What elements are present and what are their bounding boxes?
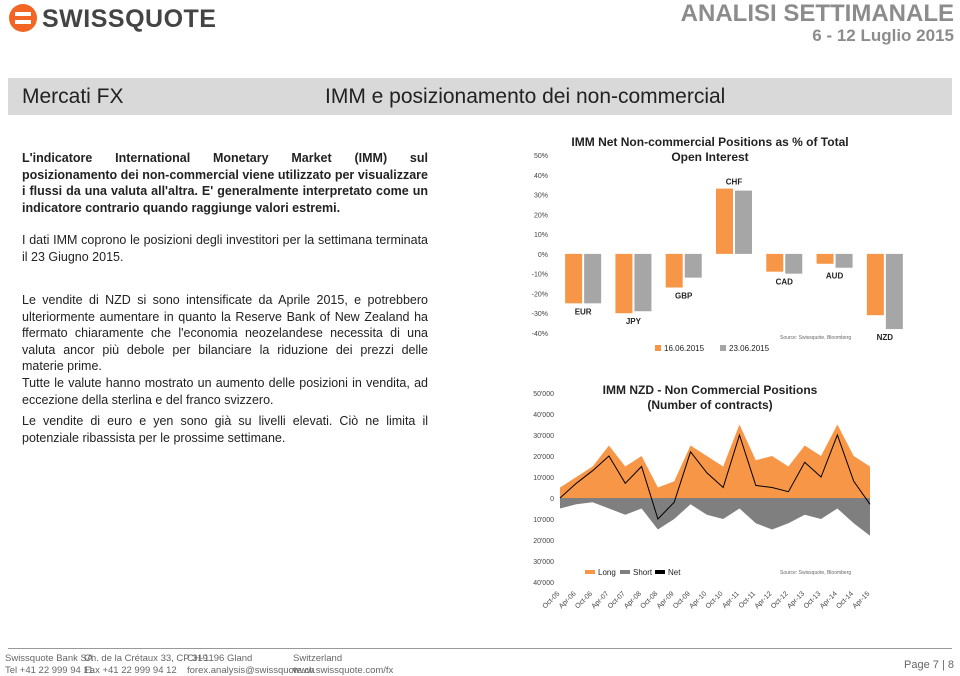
section-left: Mercati FX bbox=[22, 85, 124, 108]
bar bbox=[634, 253, 652, 312]
footer-text: Switzerland bbox=[293, 653, 343, 664]
footer-text: Tel +41 22 999 94 11 bbox=[5, 665, 94, 676]
legend-swatch bbox=[620, 570, 630, 574]
footer-text: CH-1196 Gland bbox=[187, 653, 253, 664]
y-tick-label: 20'000 bbox=[533, 454, 554, 461]
footer-text: Swissquote Bank SA bbox=[5, 653, 94, 664]
header-title: ANALISI SETTIMANALE bbox=[680, 0, 954, 27]
y-tick-label: 10% bbox=[534, 232, 548, 239]
paragraph: Le vendite di euro e yen sono già su liv… bbox=[22, 414, 428, 445]
legend-label: 16.06.2015 bbox=[664, 344, 705, 353]
legend-label: Long bbox=[598, 568, 616, 577]
y-tick-label: 50% bbox=[534, 153, 548, 160]
footer-col: Ch. de la Crétaux 33, CP 319 Fax +41 22 9… bbox=[84, 653, 208, 676]
footer-col: CH-1196 Gland forex.analysis@swissquote.c… bbox=[187, 653, 314, 676]
bar bbox=[615, 253, 633, 314]
bar bbox=[716, 188, 733, 254]
y-tick-label: 20% bbox=[534, 212, 548, 219]
bar bbox=[816, 253, 834, 264]
y-tick-label: 50'000 bbox=[533, 391, 554, 398]
y-tick-label: -40% bbox=[532, 331, 548, 338]
area bbox=[560, 498, 870, 536]
bar bbox=[584, 253, 602, 304]
paragraph: Le vendite di NZD si sono intensificate … bbox=[22, 293, 428, 373]
logo-text: SWISSQUOTE bbox=[42, 5, 217, 33]
paragraph: L'indicatore International Monetary Mark… bbox=[22, 151, 428, 215]
footer-text: Ch. de la Crétaux 33, CP 319 bbox=[84, 653, 208, 664]
category-label: NZD bbox=[877, 333, 894, 342]
y-tick-label: -20% bbox=[532, 291, 548, 298]
bar bbox=[835, 253, 853, 268]
source: Source: Swissquote, Bloomberg bbox=[780, 335, 851, 341]
bar bbox=[735, 190, 752, 254]
category-label: EUR bbox=[575, 307, 592, 316]
y-tick-label: 40% bbox=[534, 173, 548, 180]
section-bar bbox=[8, 78, 952, 115]
paragraph: I dati IMM coprono le posizioni degli in… bbox=[22, 233, 428, 264]
chart-title: IMM NZD - Non Commercial Positions bbox=[602, 383, 818, 397]
chart: -40% -30% -20% -10% 0% 10% 20% 30% 40% 50% EUR JPY G… bbox=[532, 153, 903, 353]
footer-text: forex.analysis@swissquote.ch bbox=[187, 665, 315, 676]
legend-swatch bbox=[655, 570, 665, 574]
footer-col: Switzerland www.swissquote.com/fx bbox=[293, 653, 393, 676]
footer-text: www.swissquote.com/fx bbox=[293, 665, 394, 676]
category-label: AUD bbox=[826, 272, 844, 281]
legend-label: Short bbox=[633, 568, 653, 577]
line bbox=[559, 433, 871, 520]
x-tick-label: Oct-10 bbox=[705, 590, 725, 610]
y-tick-label: -30% bbox=[532, 311, 548, 318]
legend-swatch bbox=[720, 345, 726, 351]
paragraph: Tutte le valute hanno mostrato un aument… bbox=[22, 376, 428, 407]
chart-subtitle: (Number of contracts) bbox=[647, 398, 773, 412]
y-tick-label: 0 bbox=[550, 496, 554, 503]
y-tick-label: 40'000 bbox=[533, 580, 554, 587]
bar bbox=[785, 253, 803, 274]
footer-text: Fax +41 22 999 94 12 bbox=[84, 665, 177, 676]
chart-title: IMM Net Non-commercial Positions as % of… bbox=[571, 135, 849, 164]
x-tick-label: Apr-15 bbox=[852, 590, 872, 610]
y-tick-label: 30% bbox=[534, 193, 548, 200]
legend-swatch bbox=[655, 345, 661, 351]
logo-icon bbox=[9, 4, 37, 32]
bar bbox=[665, 253, 683, 288]
area bbox=[560, 424, 870, 498]
footer-col: Swissquote Bank SA Tel +41 22 999 94 11 bbox=[5, 653, 93, 676]
section-right: IMM e posizionamento dei non-commercial bbox=[325, 85, 726, 108]
bar bbox=[866, 253, 884, 316]
footer-rule bbox=[8, 648, 952, 649]
bar bbox=[684, 253, 702, 278]
page-number: Page 7 | 8 bbox=[904, 659, 954, 671]
category-label: JPY bbox=[626, 317, 642, 326]
header-date: 6 - 12 Luglio 2015 bbox=[812, 26, 954, 45]
bar bbox=[565, 253, 583, 304]
bar bbox=[766, 253, 784, 272]
source: Source: Swissquote, Bloomberg bbox=[780, 570, 851, 576]
y-tick-label: 30'000 bbox=[533, 433, 554, 440]
y-tick-label: 40'000 bbox=[533, 412, 554, 419]
bar bbox=[885, 253, 903, 330]
legend-label: 23.06.2015 bbox=[729, 344, 770, 353]
legend-swatch bbox=[585, 570, 595, 574]
y-tick-label: 30'000 bbox=[533, 559, 554, 566]
category-label: GBP bbox=[675, 292, 693, 301]
y-tick-label: 10'000 bbox=[533, 475, 554, 482]
legend-label: Net bbox=[668, 568, 681, 577]
y-tick-label: 20'000 bbox=[533, 538, 554, 545]
category-label: CHF bbox=[726, 178, 743, 187]
x-tick-label: Apr-11 bbox=[721, 590, 741, 610]
category-label: CAD bbox=[776, 278, 794, 287]
y-tick-label: 10'000 bbox=[533, 517, 554, 524]
chart: 40'000 30'000 20'000 10'000 0 10'000 20'000 30'… bbox=[533, 391, 872, 610]
y-tick-label: -10% bbox=[532, 272, 548, 279]
y-tick-label: 0% bbox=[538, 252, 548, 259]
